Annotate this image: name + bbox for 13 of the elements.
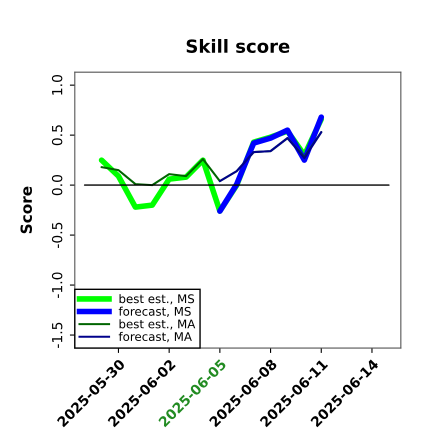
chart-title: Skill score — [186, 38, 290, 53]
legend-label: forecast, MS — [118, 306, 191, 318]
legend-label: best est., MA — [120, 319, 196, 330]
y-axis-title: Score — [20, 186, 32, 234]
y-tick-label: -0.5 — [52, 222, 62, 248]
y-tick-label: -1.5 — [52, 322, 62, 348]
line-series — [218, 131, 322, 182]
legend-label: best est., MS — [120, 294, 194, 304]
y-tick-label: 0.5 — [52, 125, 62, 146]
y-tick-label: -1.0 — [52, 272, 62, 298]
y-tick-label: 0.0 — [52, 174, 62, 196]
legend-label: forecast, MA — [118, 332, 192, 342]
y-tick-label: 1.0 — [52, 75, 62, 95]
